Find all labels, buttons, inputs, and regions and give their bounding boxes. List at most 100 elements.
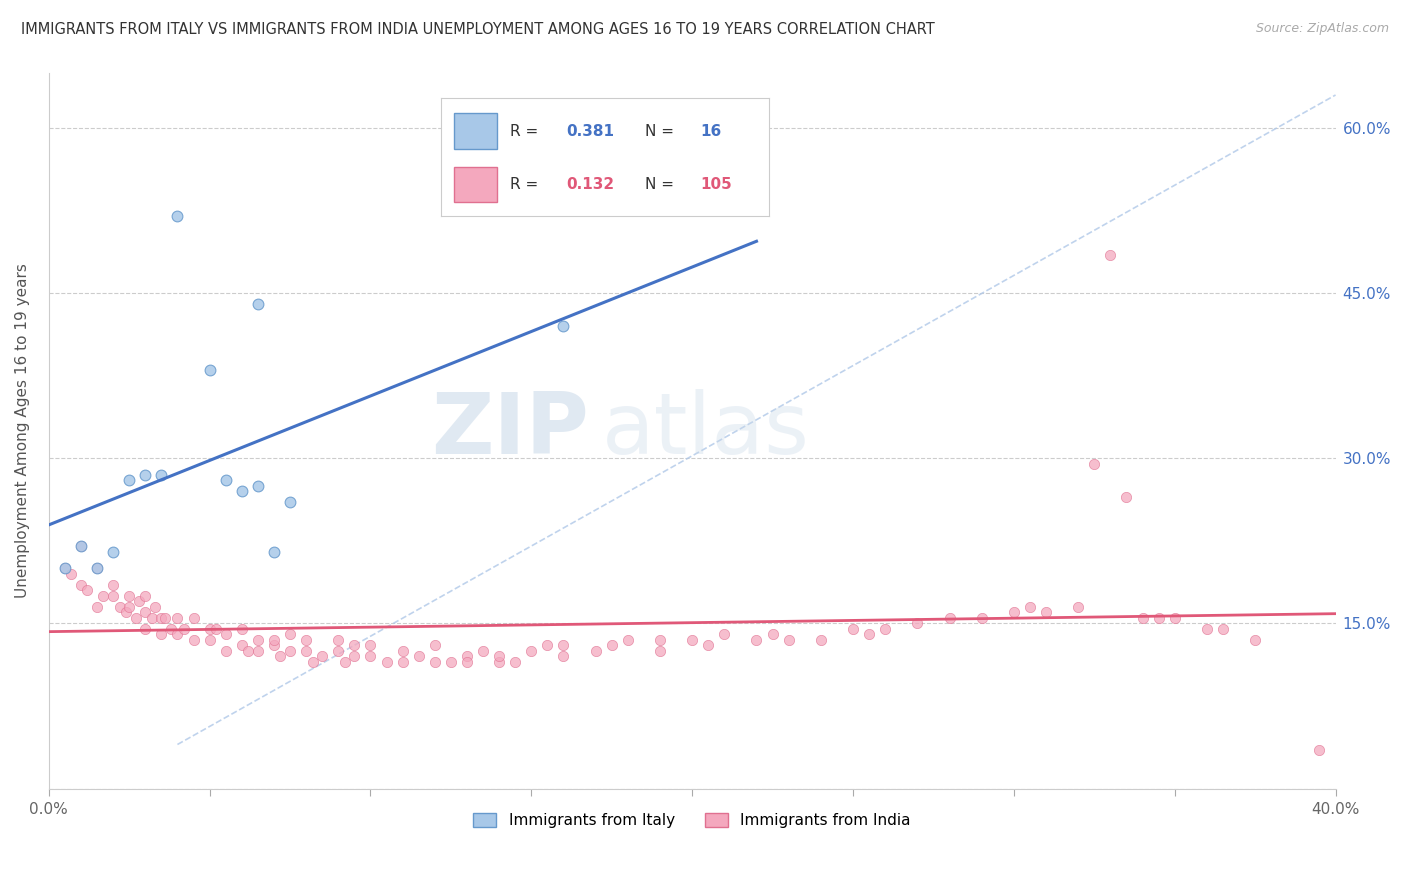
Point [1132,611,1154,625]
Point [1083,457,1105,471]
Point [128,594,150,608]
Point [648,632,671,647]
Point [778,632,800,647]
Point [231,622,253,636]
Point [173,622,195,636]
Point [215,473,238,487]
Point [150,611,173,625]
Point [1067,599,1090,614]
Point [359,649,381,664]
Point [278,644,301,658]
Point [134,622,156,636]
Point [108,599,131,614]
Point [263,545,285,559]
Point [713,627,735,641]
Point [166,209,188,223]
Point [1308,743,1330,757]
Point [295,644,318,658]
Point [246,297,269,311]
Point [86,599,108,614]
Point [375,655,398,669]
Point [93,589,115,603]
Point [600,639,623,653]
Point [1002,606,1025,620]
Point [301,655,323,669]
Point [183,632,205,647]
Point [215,627,238,641]
Point [246,479,269,493]
Point [328,632,350,647]
Point [150,467,173,482]
Point [328,644,350,658]
Point [1115,490,1137,504]
Point [70,539,93,553]
Point [970,611,993,625]
Point [134,467,156,482]
Point [198,622,221,636]
Text: Source: ZipAtlas.com: Source: ZipAtlas.com [1256,22,1389,36]
Point [295,632,318,647]
Point [238,644,260,658]
Point [141,611,163,625]
Point [488,655,510,669]
Point [205,622,228,636]
Point [1163,611,1185,625]
Point [134,606,156,620]
Point [118,589,141,603]
Point [343,639,366,653]
Point [115,606,138,620]
Point [503,655,526,669]
Point [1244,632,1267,647]
Point [423,639,446,653]
Point [53,561,76,575]
Point [938,611,960,625]
Point [842,622,865,636]
Point [76,583,98,598]
Point [278,495,301,509]
Point [86,561,108,575]
Point [166,627,188,641]
Point [269,649,291,664]
Point [70,578,93,592]
Point [697,639,720,653]
Point [1019,599,1042,614]
Point [1035,606,1057,620]
Point [118,473,141,487]
Point [160,622,183,636]
Point [311,649,333,664]
Point [488,649,510,664]
Point [391,644,413,658]
Point [1212,622,1234,636]
Point [263,632,285,647]
Point [536,639,558,653]
Point [333,655,356,669]
Point [246,644,269,658]
Point [520,644,543,658]
Point [553,319,575,334]
Point [70,539,93,553]
Point [761,627,783,641]
Point [1099,247,1122,261]
Point [423,655,446,669]
Point [86,561,108,575]
Point [263,639,285,653]
Point [231,484,253,499]
Text: ZIP: ZIP [432,389,589,472]
Point [1147,611,1170,625]
Point [585,644,607,658]
Point [456,655,478,669]
Point [553,639,575,653]
Point [472,644,495,658]
Point [198,363,221,377]
Point [134,589,156,603]
Point [278,627,301,641]
Point [858,627,880,641]
Point [905,616,928,631]
Legend: Immigrants from Italy, Immigrants from India: Immigrants from Italy, Immigrants from I… [467,807,917,835]
Point [198,632,221,647]
Point [101,578,124,592]
Point [875,622,897,636]
Point [124,611,146,625]
Point [1195,622,1218,636]
Point [183,611,205,625]
